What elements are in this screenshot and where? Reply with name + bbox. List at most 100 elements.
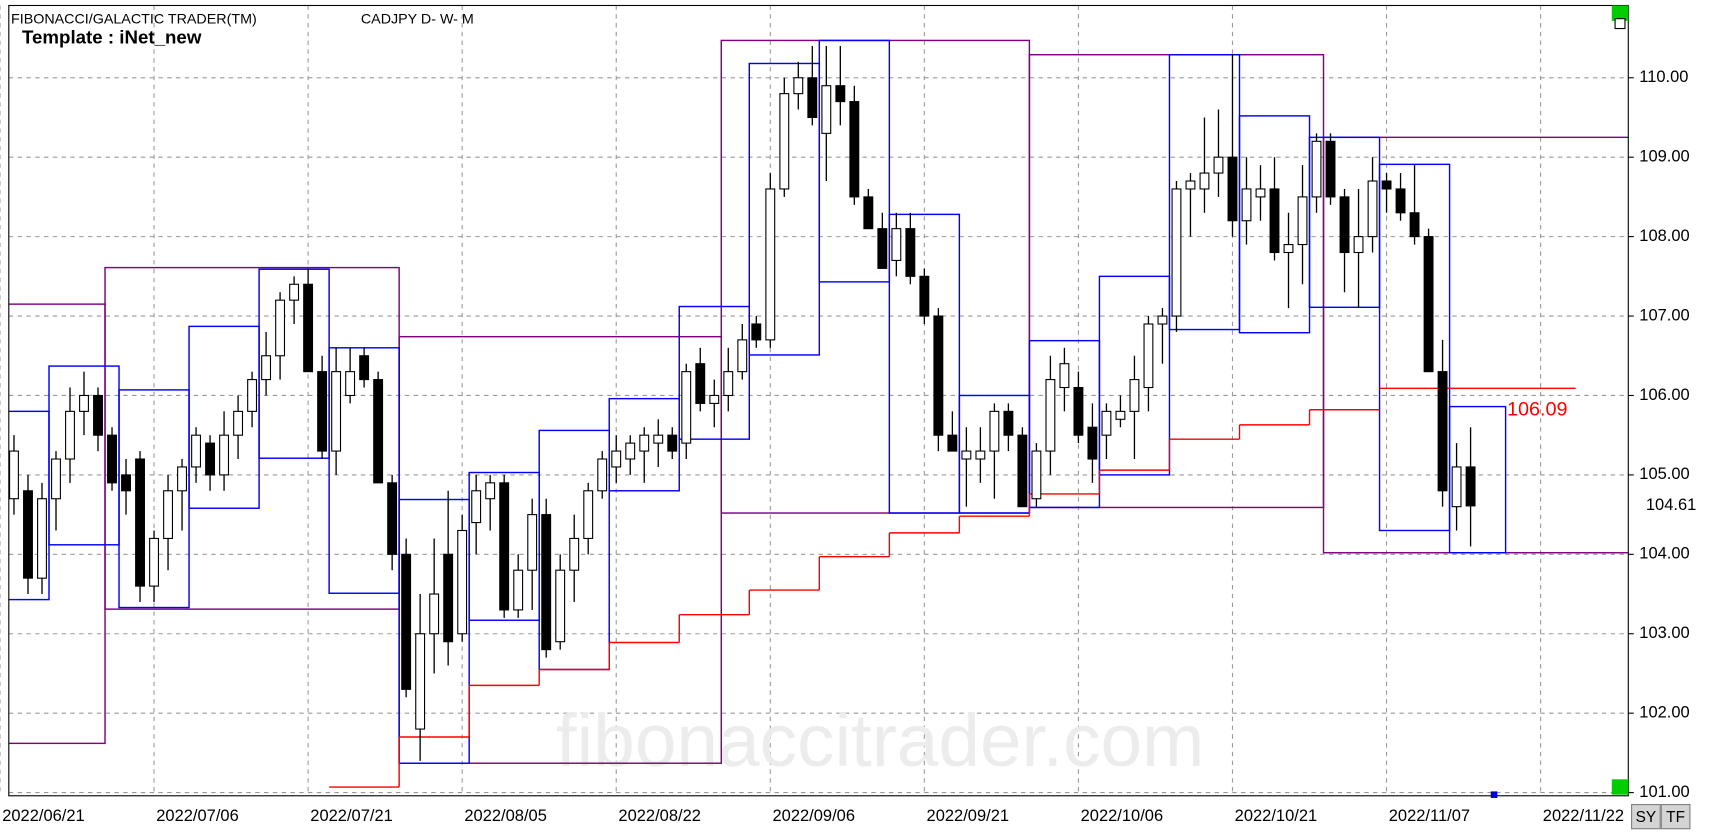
last-price-label: 104.61 (1646, 496, 1696, 514)
axes: 101.00 102.00 103.00 104.00 105.00 106.00 107.… (2, 68, 1696, 825)
candle-body (737, 339, 748, 373)
candle-body (681, 371, 692, 444)
template: Template : iNet_new (22, 26, 202, 47)
candle-body (387, 482, 398, 555)
candle-body (1213, 156, 1224, 174)
candle-body (1185, 180, 1196, 190)
weekly-box (608, 397, 680, 492)
x-tick-label: 2022/11/07 (1389, 807, 1470, 825)
x-tick-label: 2022/08/22 (618, 807, 701, 825)
y-tick-label: 104.00 (1639, 545, 1689, 563)
candle-body (849, 101, 860, 198)
sy-button[interactable] (1631, 804, 1661, 830)
last-price-box (1631, 494, 1696, 517)
candle-body (891, 228, 902, 261)
candle-body (471, 490, 482, 524)
candle-body (1241, 188, 1252, 222)
candle-body (975, 450, 986, 460)
candle-body (317, 371, 328, 452)
weekly-box (1378, 163, 1451, 532)
candle-body (1353, 236, 1364, 254)
candle-body (1129, 379, 1140, 412)
candle-body (835, 85, 846, 103)
x-tick-label: 2022/09/06 (772, 807, 855, 825)
candle-body (513, 569, 524, 611)
candle-body (905, 228, 916, 277)
candle-body (163, 490, 173, 539)
weekly-box (398, 498, 470, 764)
plot-area (8, 39, 1629, 788)
x-tick-label: 2022/07/21 (310, 807, 393, 825)
candle-body (667, 434, 678, 452)
candle-body (1171, 188, 1182, 317)
candle-body (37, 498, 47, 579)
candle-body (793, 77, 804, 95)
weekly-box (1098, 275, 1171, 476)
candle-body (807, 77, 818, 119)
candle-body (275, 299, 286, 357)
candle-body (583, 490, 594, 539)
candle-body (1115, 410, 1126, 420)
candle-body (1297, 196, 1308, 246)
candle-body (1199, 172, 1210, 190)
candle-body (653, 434, 664, 444)
watermark: fibonaccitrader.com (556, 698, 1205, 782)
candle-body (1409, 212, 1420, 238)
sy-label: SY (1636, 809, 1657, 826)
y-tick-label: 109.00 (1639, 148, 1689, 166)
candle-body (1465, 466, 1476, 507)
time-marker (1490, 791, 1498, 798)
candle-body (1143, 323, 1154, 389)
weekly-box (818, 39, 891, 283)
candle-body (107, 434, 117, 484)
corner-button[interactable] (1611, 779, 1629, 795)
candle-body (499, 482, 510, 611)
weekly-box (678, 305, 750, 440)
candle-body (569, 537, 580, 571)
candle-body (919, 275, 930, 317)
candle-body (1031, 450, 1042, 500)
candle-body (1311, 140, 1322, 198)
y-tick-label: 108.00 (1639, 227, 1689, 245)
corner-button[interactable] (1611, 5, 1629, 21)
x-tick-label: 2022/09/21 (927, 807, 1010, 825)
candle-body (1059, 363, 1070, 389)
candle-body (135, 458, 145, 587)
candle-body (247, 379, 258, 412)
candle-body (611, 450, 622, 468)
candle-body (1437, 371, 1448, 492)
candle-body (177, 466, 188, 492)
candle-body (527, 514, 538, 571)
candle-body (555, 569, 566, 643)
app-title: FIBONACCI/GALACTIC TRADER(TM) (11, 12, 257, 28)
candle-body (877, 228, 888, 269)
candle-body (79, 394, 89, 412)
x-tick-label: 2022/08/05 (464, 807, 547, 825)
candle-body (625, 442, 636, 460)
candle-body (1269, 188, 1280, 254)
candle-body (1423, 236, 1434, 373)
candle-body (1157, 315, 1168, 325)
candle-body (1283, 244, 1294, 254)
candle-body (709, 394, 720, 404)
candle-body (989, 410, 1000, 452)
candle-body (1087, 426, 1098, 460)
level-label: 106.09 (1507, 399, 1568, 421)
candle-body (723, 371, 734, 397)
candle-body (429, 593, 440, 635)
candle-body (821, 85, 832, 134)
candle-body (359, 355, 370, 381)
candle-body (303, 283, 314, 373)
candle-body (457, 529, 468, 635)
candle-body (1339, 196, 1350, 254)
candle-body (863, 196, 874, 230)
candle-body (65, 410, 75, 460)
tf-button[interactable] (1660, 804, 1691, 830)
candle-body (961, 450, 972, 460)
x-tick-label: 2022/10/06 (1081, 807, 1164, 825)
candle-body (947, 434, 958, 452)
candle-body (331, 371, 342, 452)
candle-body (1381, 180, 1392, 190)
